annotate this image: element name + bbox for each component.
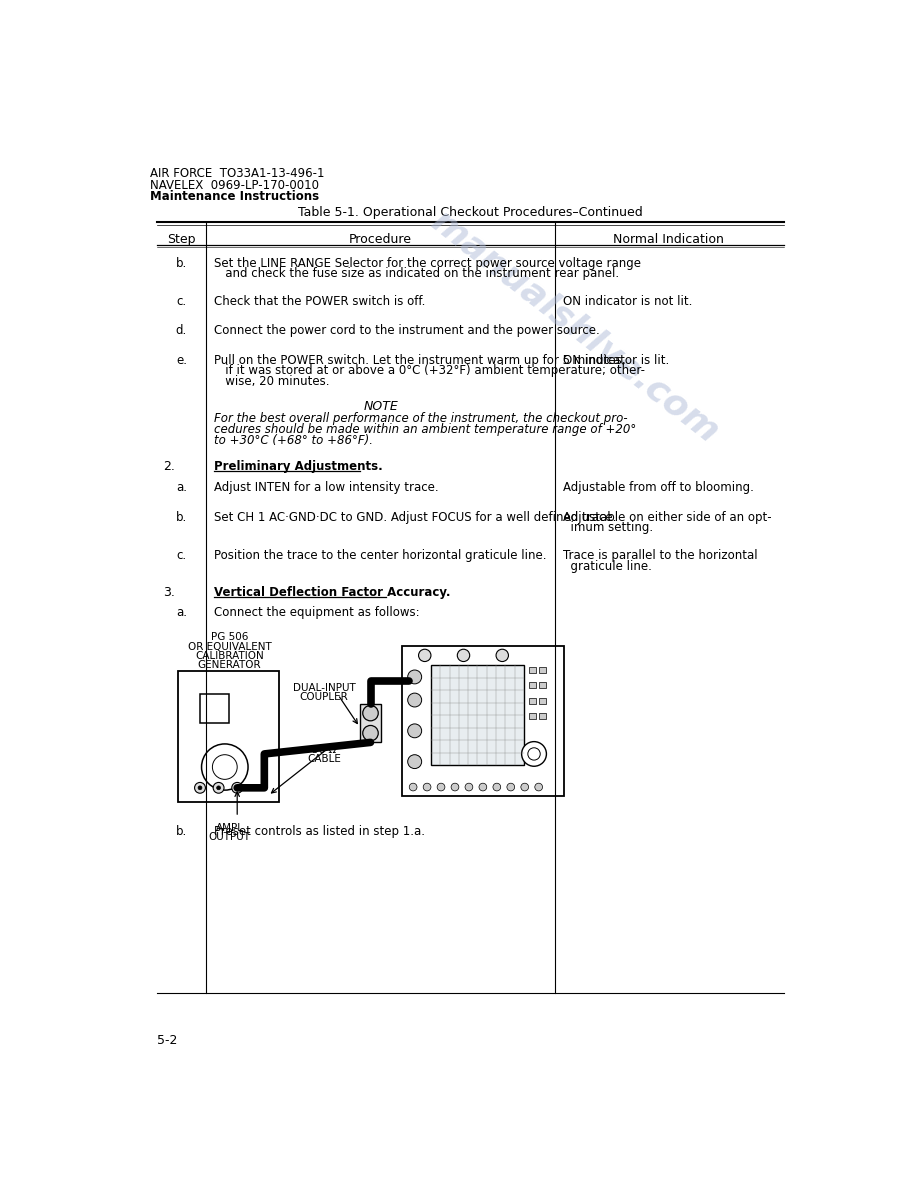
Circle shape [479,783,487,791]
Text: For the best overall performance of the instrument, the checkout pro-: For the best overall performance of the … [214,412,628,425]
Text: a.: a. [176,481,187,494]
Text: d.: d. [175,324,187,337]
Bar [530,697,536,703]
Text: CALIBRATION: CALIBRATION [196,651,263,661]
Text: c.: c. [176,295,186,308]
Bar [200,694,230,723]
Circle shape [423,783,431,791]
Text: cedures should be made within an ambient temperature range of +20°: cedures should be made within an ambient… [214,423,636,436]
Text: OUTPUT: OUTPUT [208,833,251,842]
Text: DUAL-INPUT: DUAL-INPUT [293,683,355,693]
Text: b.: b. [175,511,187,524]
Text: Step: Step [167,233,196,246]
Text: if it was stored at or above a 0°C (+32°F) ambient temperature; other-: if it was stored at or above a 0°C (+32°… [214,365,645,378]
Bar [431,665,524,765]
Bar [530,713,536,719]
Bar [178,671,279,802]
Text: Set the LINE RANGE Selector for the correct power source voltage range: Set the LINE RANGE Selector for the corr… [214,257,641,270]
Circle shape [212,754,237,779]
Bar [540,682,546,689]
Text: wise, 20 minutes.: wise, 20 minutes. [214,375,330,388]
Text: NOTE: NOTE [364,399,397,412]
Text: b.: b. [175,257,187,270]
Text: Check that the POWER switch is off.: Check that the POWER switch is off. [214,295,425,308]
Text: e.: e. [176,354,187,367]
Text: Adjust INTEN for a low intensity trace.: Adjust INTEN for a low intensity trace. [214,481,439,494]
Text: ON indicator is not lit.: ON indicator is not lit. [563,295,692,308]
Text: Connect the equipment as follows:: Connect the equipment as follows: [214,606,420,619]
Text: CABLE: CABLE [307,754,341,764]
Circle shape [217,786,220,790]
Text: Trace is parallel to the horizontal: Trace is parallel to the horizontal [563,549,757,562]
Text: and check the fuse size as indicated on the instrument rear panel.: and check the fuse size as indicated on … [214,267,619,280]
Circle shape [408,670,421,684]
Text: ON indicator is lit.: ON indicator is lit. [563,354,669,367]
Circle shape [408,754,421,769]
Text: Normal Indication: Normal Indication [613,233,724,246]
Text: Position the trace to the center horizontal graticule line.: Position the trace to the center horizon… [214,549,546,562]
Text: 3.: 3. [163,586,175,599]
Text: Pull on the POWER switch. Let the instrument warm up for 5 minutes,: Pull on the POWER switch. Let the instru… [214,354,625,367]
Bar [540,697,546,703]
Circle shape [363,706,378,721]
Text: imum setting.: imum setting. [563,522,653,535]
Text: Adjustable on either side of an opt-: Adjustable on either side of an opt- [563,511,771,524]
Text: a.: a. [176,606,187,619]
Circle shape [363,726,378,741]
Circle shape [231,783,242,794]
Circle shape [528,747,540,760]
Circle shape [521,783,529,791]
Text: COUPLER: COUPLER [299,693,348,702]
Circle shape [457,649,470,662]
Circle shape [521,741,546,766]
Text: Vertical Deflection Factor Accuracy.: Vertical Deflection Factor Accuracy. [214,586,451,599]
Circle shape [451,783,459,791]
Text: Maintenance Instructions: Maintenance Instructions [150,190,319,203]
Circle shape [437,783,445,791]
Text: Adjustable from off to blooming.: Adjustable from off to blooming. [563,481,754,494]
Text: Preset controls as listed in step 1.a.: Preset controls as listed in step 1.a. [214,824,425,838]
Circle shape [419,649,431,662]
Circle shape [465,783,473,791]
Text: Connect the power cord to the instrument and the power source.: Connect the power cord to the instrument… [214,324,599,337]
Text: AMPL: AMPL [216,823,243,833]
Text: PG 506: PG 506 [211,632,248,643]
Circle shape [496,649,509,662]
Circle shape [507,783,515,791]
Text: Table 5-1. Operational Checkout Procedures–Continued: Table 5-1. Operational Checkout Procedur… [298,206,643,219]
Text: 2.: 2. [163,460,175,473]
Bar [401,646,565,796]
Text: OR EQUIVALENT: OR EQUIVALENT [187,642,272,651]
Text: Preliminary Adjustments.: Preliminary Adjustments. [214,460,383,473]
Text: graticule line.: graticule line. [563,560,652,573]
Circle shape [213,783,224,794]
Bar [540,713,546,719]
Circle shape [408,693,421,707]
Bar [530,682,536,689]
Text: AIR FORCE  TO33A1-13-496-1: AIR FORCE TO33A1-13-496-1 [150,168,324,181]
Text: manualshlve.com: manualshlve.com [425,204,726,450]
Circle shape [409,783,417,791]
Text: c.: c. [176,549,186,562]
Text: GENERATOR: GENERATOR [197,661,262,670]
Circle shape [195,783,206,794]
Circle shape [408,723,421,738]
Text: Set CH 1 AC·GND·DC to GND. Adjust FOCUS for a well defined trace.: Set CH 1 AC·GND·DC to GND. Adjust FOCUS … [214,511,616,524]
Text: b.: b. [175,824,187,838]
Bar [360,703,381,742]
Bar [540,666,546,674]
Circle shape [535,783,543,791]
Text: NAVELEX  0969-LP-170-0010: NAVELEX 0969-LP-170-0010 [150,178,319,191]
Text: Procedure: Procedure [349,233,412,246]
Text: 5-2: 5-2 [157,1035,178,1047]
Text: to +30°C (+68° to +86°F).: to +30°C (+68° to +86°F). [214,434,373,447]
Circle shape [202,744,248,790]
Circle shape [198,786,202,790]
Circle shape [493,783,500,791]
Text: 50 Ω: 50 Ω [312,745,336,754]
Bar [530,666,536,674]
Circle shape [235,786,239,790]
